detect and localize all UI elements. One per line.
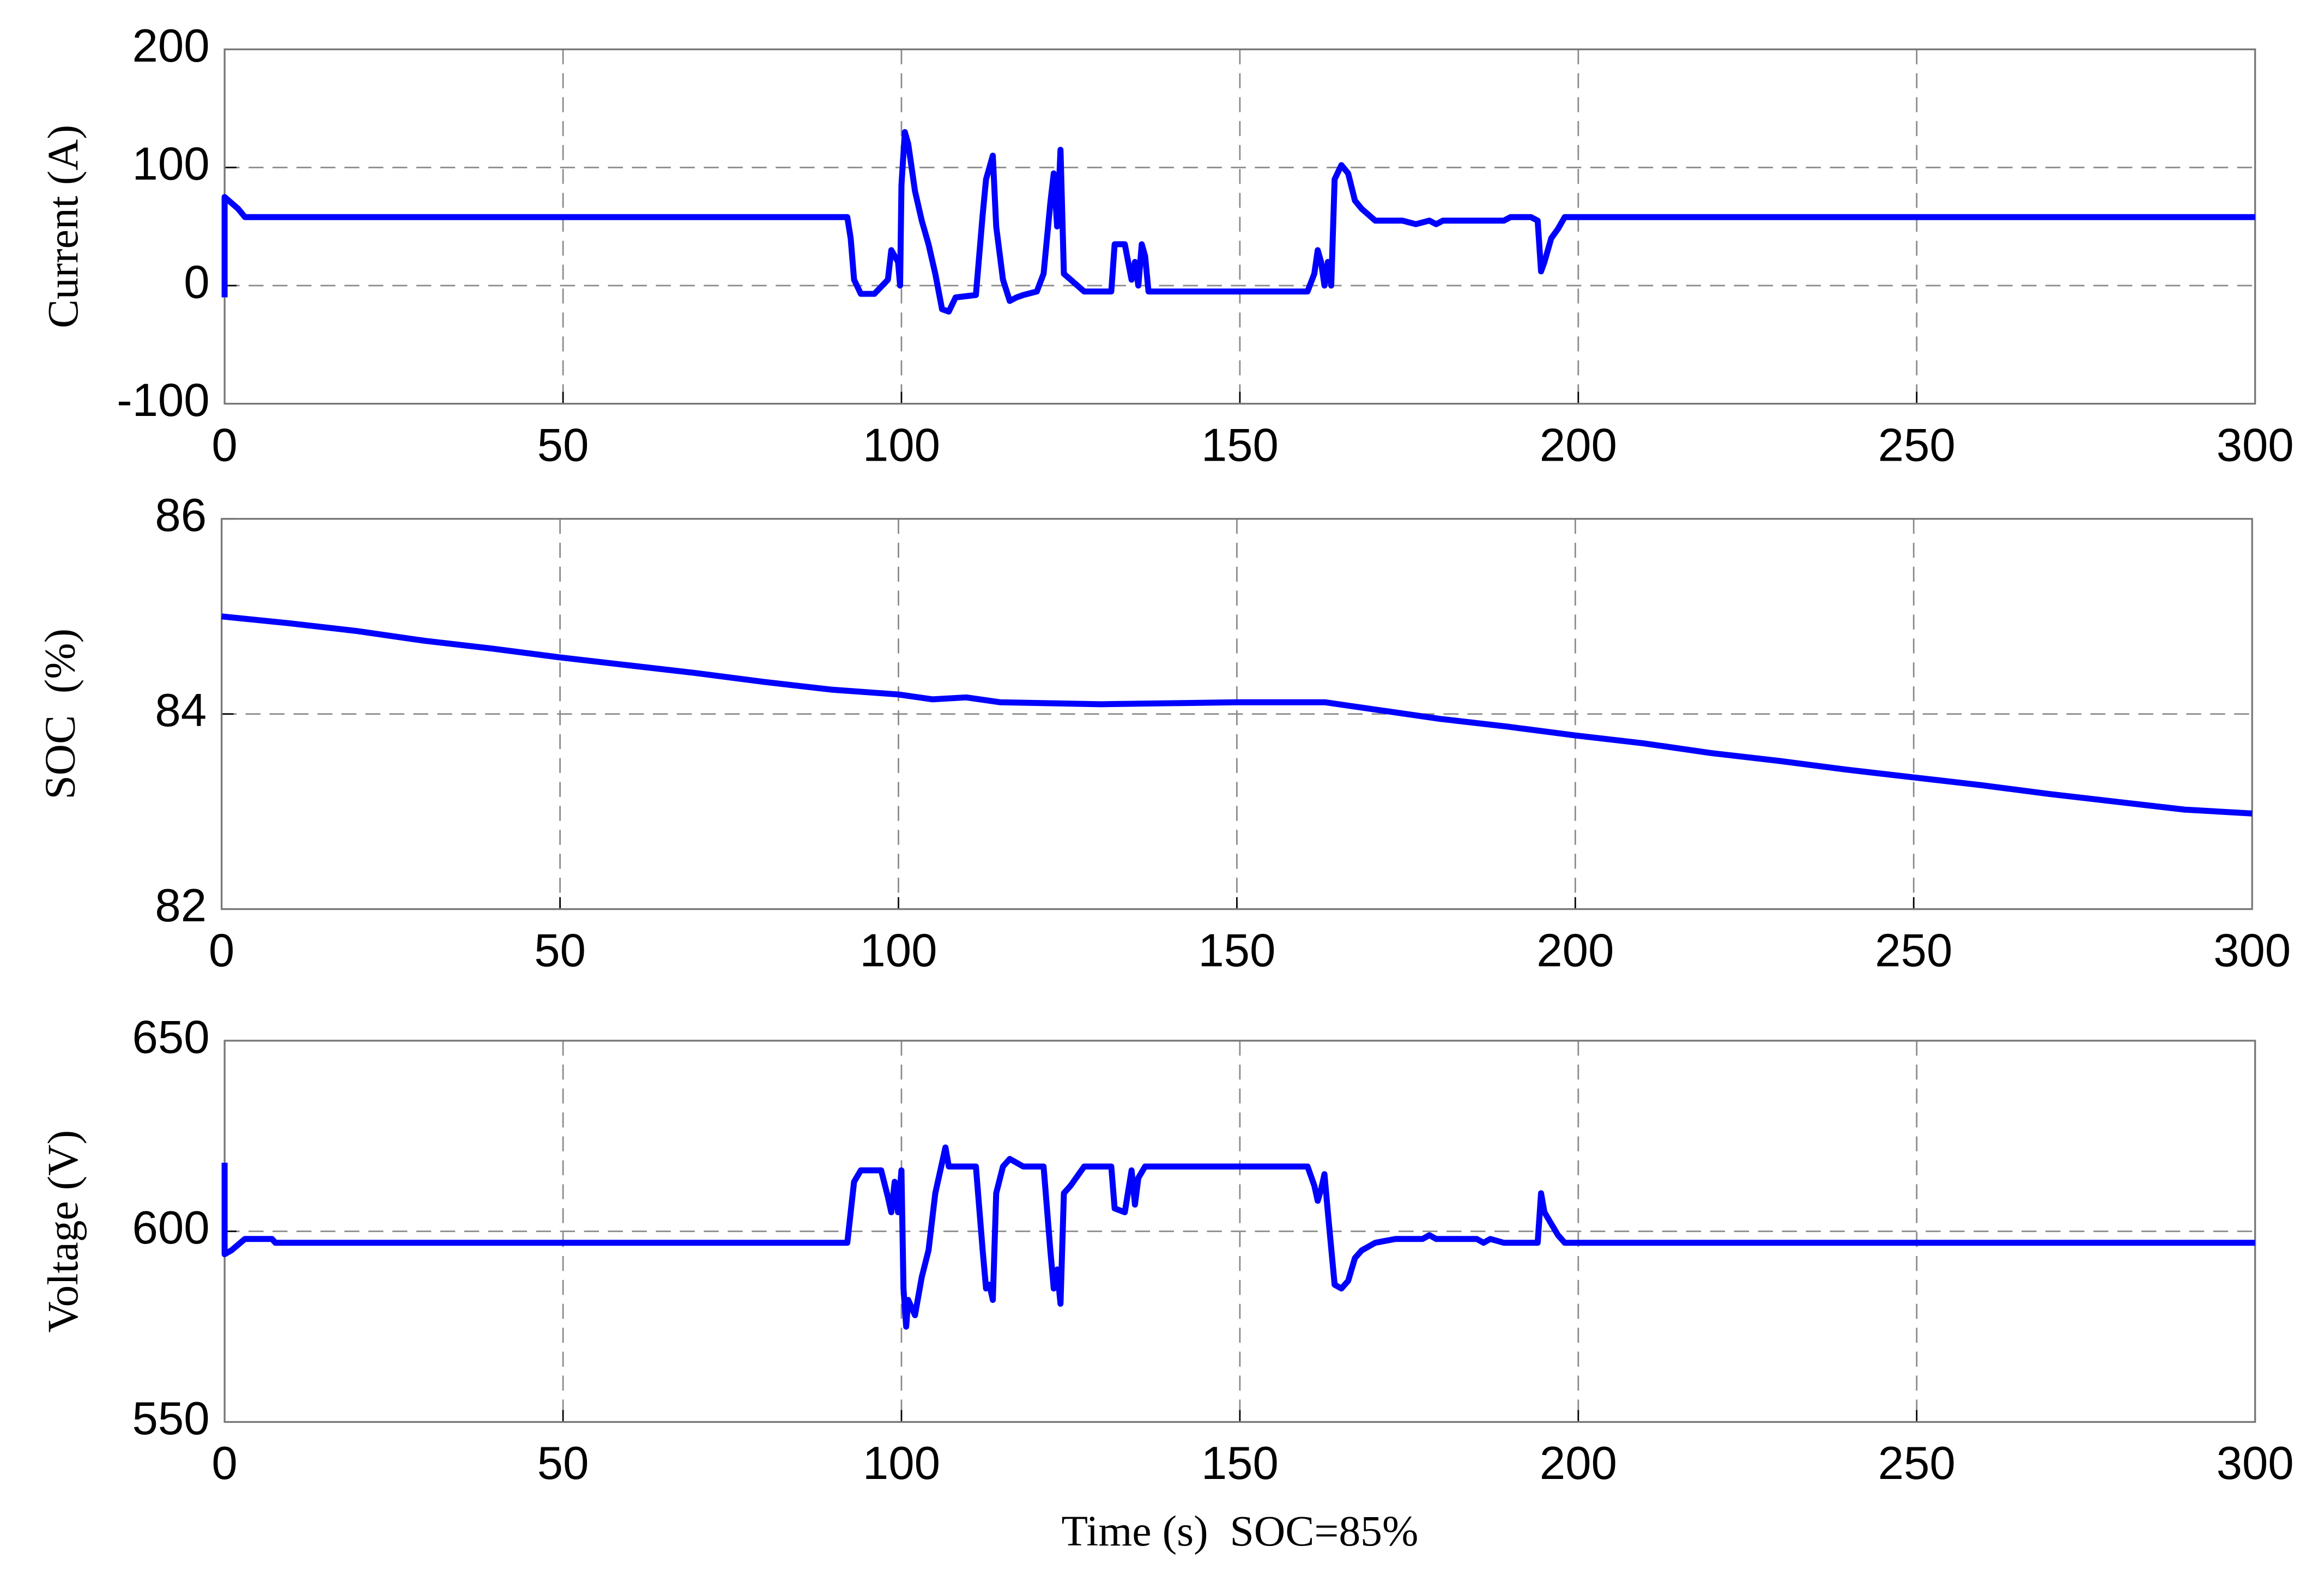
x-tick-label: 50 [534, 925, 586, 976]
x-axis-label: Time (s) SOC=85% [1061, 1507, 1418, 1555]
y-axis-label: Current (A) [39, 125, 87, 328]
x-tick-label: 300 [2213, 925, 2291, 976]
x-tick-label: 0 [211, 419, 237, 471]
y-tick-label: 82 [155, 880, 207, 932]
x-tick-label: 0 [209, 925, 234, 976]
y-tick-label: 0 [184, 256, 209, 308]
y-tick-label: 550 [132, 1393, 210, 1445]
x-tick-label: 100 [863, 419, 940, 471]
x-tick-label: 300 [2217, 419, 2294, 471]
data-line [221, 1144, 2255, 1330]
x-tick-label: 100 [860, 925, 937, 976]
x-tick-label: 100 [863, 1438, 940, 1489]
y-tick-label: -100 [117, 375, 209, 426]
y-tick-label: 86 [155, 490, 207, 541]
x-tick-label: 0 [211, 1438, 237, 1489]
x-tick-label: 150 [1201, 1438, 1279, 1489]
y-axis-label: SOC (%) [36, 629, 84, 800]
data-line [221, 613, 2253, 817]
x-tick-label: 150 [1201, 419, 1279, 471]
data-line [221, 129, 2255, 315]
y-tick-label: 650 [132, 1012, 210, 1064]
x-tick-label: 250 [1875, 925, 1952, 976]
x-tick-label: 150 [1198, 925, 1275, 976]
y-tick-label: 84 [155, 685, 207, 736]
x-tick-label: 250 [1878, 1438, 1956, 1489]
x-tick-label: 200 [1536, 925, 1614, 976]
x-tick-label: 200 [1540, 1438, 1617, 1489]
x-tick-label: 200 [1540, 419, 1617, 471]
y-tick-label: 100 [132, 138, 210, 190]
y-axis-label: Voltage (V) [39, 1130, 87, 1333]
x-tick-label: 250 [1878, 419, 1956, 471]
x-tick-label: 300 [2217, 1438, 2294, 1489]
plot-frame [220, 518, 2253, 910]
x-tick-label: 50 [537, 1438, 589, 1489]
y-tick-label: 600 [132, 1202, 210, 1254]
x-tick-label: 50 [537, 419, 589, 471]
y-tick-label: 200 [132, 20, 210, 72]
